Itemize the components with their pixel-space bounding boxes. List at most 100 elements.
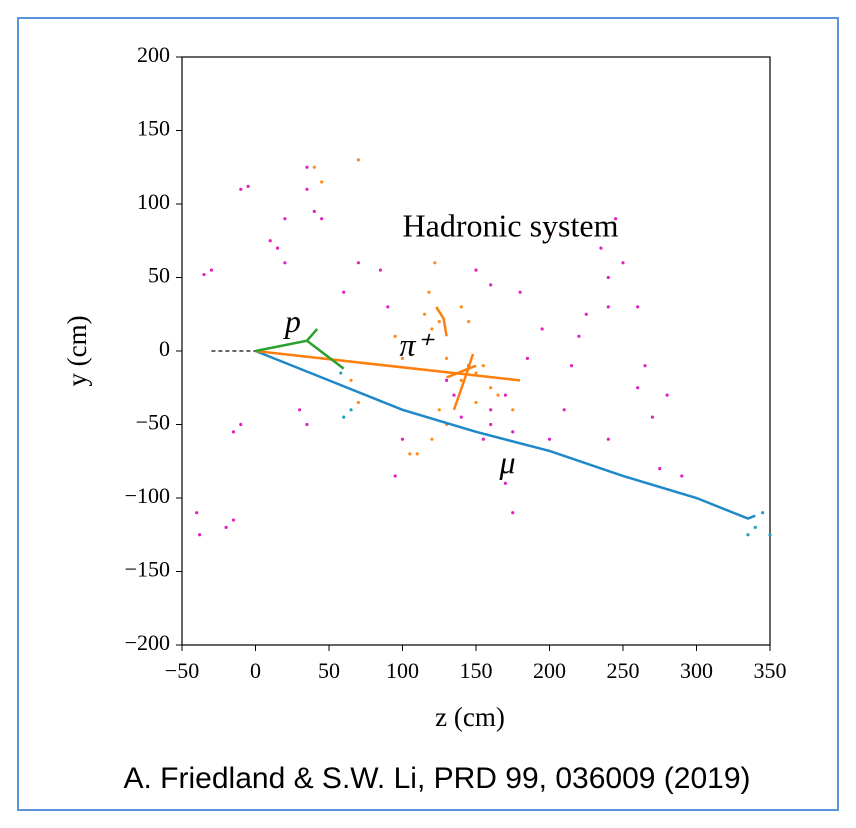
hit — [386, 305, 390, 309]
hit — [474, 268, 478, 272]
hit — [459, 305, 463, 309]
hit — [768, 533, 772, 537]
hit — [445, 378, 449, 382]
hit — [445, 356, 449, 360]
hit — [378, 268, 383, 272]
hit — [503, 393, 507, 397]
hit — [224, 525, 228, 530]
hit — [746, 533, 750, 537]
hit — [305, 422, 309, 427]
hit — [547, 437, 552, 441]
hit — [209, 268, 213, 272]
hit — [658, 467, 662, 471]
hit — [614, 217, 618, 221]
track — [452, 353, 475, 411]
x-tick-label: 150 — [460, 658, 493, 683]
hit — [305, 187, 309, 191]
hit — [239, 422, 243, 427]
hit — [459, 415, 463, 419]
annotation: Hadronic system — [403, 207, 619, 243]
hit — [356, 261, 360, 265]
hit — [298, 408, 302, 412]
hit — [427, 290, 431, 294]
x-tick-label: 100 — [386, 658, 419, 683]
hit — [408, 452, 412, 456]
x-tick-label: −50 — [165, 658, 199, 683]
hit — [636, 305, 640, 309]
y-tick-label: −100 — [125, 483, 170, 508]
hit — [195, 511, 199, 515]
x-tick-label: 50 — [318, 658, 340, 683]
hit — [415, 452, 419, 456]
hit — [518, 290, 522, 294]
track — [446, 364, 477, 379]
hit — [489, 422, 493, 427]
hit — [474, 400, 478, 405]
hit — [356, 400, 360, 405]
hit — [422, 312, 427, 316]
y-tick-label: −50 — [136, 410, 170, 435]
hit — [547, 231, 552, 235]
hit — [643, 364, 647, 368]
hit — [283, 261, 287, 265]
y-tick-label: 100 — [137, 189, 170, 214]
hit — [467, 320, 471, 324]
hit — [481, 364, 485, 368]
hit — [349, 378, 353, 382]
hit — [511, 430, 515, 434]
hit — [433, 261, 437, 265]
hit — [430, 437, 434, 441]
hit — [320, 217, 324, 221]
hit — [356, 158, 360, 162]
y-tick-label: −150 — [125, 557, 170, 582]
hit — [342, 415, 346, 419]
x-tick-label: 350 — [754, 658, 787, 683]
hit — [753, 525, 757, 530]
annotation: p — [283, 303, 301, 339]
hit — [489, 386, 493, 390]
hit — [452, 393, 456, 397]
hit — [437, 320, 441, 324]
track — [435, 306, 448, 337]
hit — [342, 290, 346, 294]
hit — [636, 386, 640, 390]
hit — [430, 327, 434, 331]
hit — [489, 283, 493, 287]
hit — [198, 533, 202, 537]
hit — [246, 184, 250, 188]
track — [255, 349, 521, 382]
hit — [202, 272, 206, 277]
y-tick-label: 50 — [148, 263, 170, 288]
x-axis-label: z (cm) — [435, 702, 505, 732]
hit — [400, 437, 405, 441]
hit — [650, 415, 655, 419]
hit — [231, 430, 236, 434]
hit — [599, 246, 603, 250]
y-tick-label: 200 — [137, 42, 170, 67]
hit — [459, 378, 463, 382]
track — [306, 339, 345, 370]
hit — [606, 275, 610, 280]
x-tick-label: 0 — [250, 658, 261, 683]
x-tick-label: 300 — [680, 658, 713, 683]
hit — [606, 305, 610, 309]
hit — [496, 393, 500, 397]
hit — [275, 246, 280, 250]
y-tick-label: −200 — [125, 630, 170, 655]
hit — [474, 371, 478, 375]
hit — [577, 334, 581, 338]
hit — [665, 393, 669, 397]
hit — [540, 327, 544, 331]
hit — [283, 217, 287, 221]
y-tick-label: 0 — [159, 336, 170, 361]
annotation: μ — [499, 444, 516, 480]
hit — [503, 481, 507, 485]
hit — [511, 511, 515, 515]
hit — [584, 312, 588, 316]
hit — [312, 209, 316, 213]
hit — [489, 408, 493, 412]
x-tick-label: 200 — [533, 658, 566, 683]
hit — [268, 239, 272, 243]
y-axis-label: y (cm) — [62, 315, 92, 386]
hit — [511, 408, 515, 412]
